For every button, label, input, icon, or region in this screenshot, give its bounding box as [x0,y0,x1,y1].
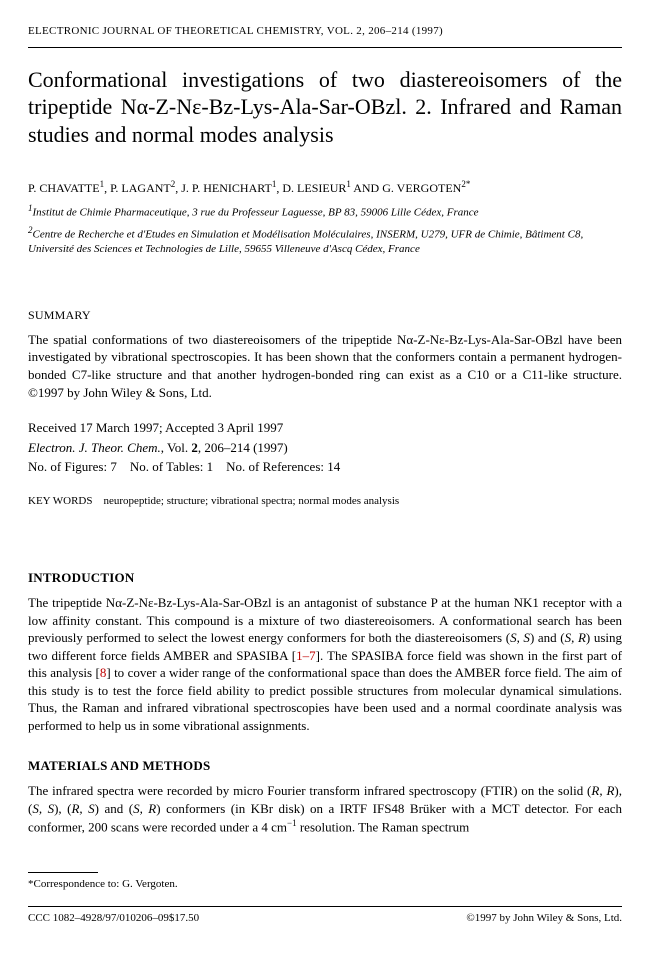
methods-heading: MATERIALS AND METHODS [28,757,622,775]
authors-line: P. CHAVATTE1, P. LAGANT2, J. P. HENICHAR… [28,178,622,196]
footnote-rule [28,872,98,873]
footer-ccc: CCC 1082–4928/97/010206–09$17.50 [28,911,199,926]
header-rule [28,47,622,48]
received-accepted: Received 17 March 1997; Accepted 3 April… [28,419,622,437]
methods-paragraph: The infrared spectra were recorded by mi… [28,782,622,836]
affiliation-2: 2Centre de Recherche et d'Etudes en Simu… [28,225,622,256]
summary-heading: SUMMARY [28,307,622,323]
footer-copyright: ©1997 by John Wiley & Sons, Ltd. [466,911,622,926]
article-title: Conformational investigations of two dia… [28,66,622,149]
summary-text: The spatial conformations of two diaster… [28,331,622,401]
running-header: ELECTRONIC JOURNAL OF THEORETICAL CHEMIS… [28,24,622,39]
keywords-line: KEY WORDS neuropeptide; structure; vibra… [28,494,622,509]
correspondence-footnote: *Correspondence to: G. Vergoten. [28,877,622,892]
introduction-heading: INTRODUCTION [28,569,622,587]
affiliation-1: 1Institut de Chimie Pharmaceutique, 3 ru… [28,203,622,220]
introduction-paragraph: The tripeptide Nα-Z-Nε-Bz-Lys-Ala-Sar-OB… [28,594,622,734]
counts-line: No. of Figures: 7 No. of Tables: 1 No. o… [28,458,622,476]
citation-line: Electron. J. Theor. Chem., Vol. 2, 206–2… [28,439,622,457]
footer-rule [28,906,622,907]
